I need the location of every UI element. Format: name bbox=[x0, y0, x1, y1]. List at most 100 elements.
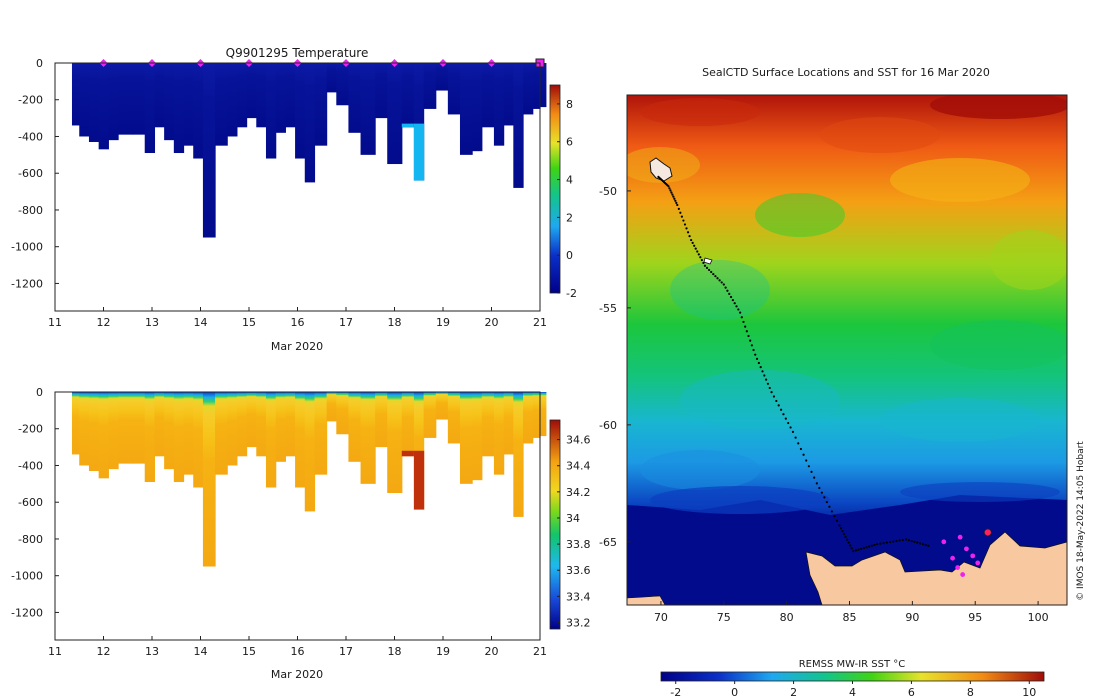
temperature-x-label: Mar 2020 bbox=[271, 340, 323, 353]
map-x-tick-label: 85 bbox=[843, 611, 857, 624]
track-dot bbox=[805, 459, 808, 462]
surface-location bbox=[957, 534, 963, 540]
track-dot bbox=[782, 413, 785, 416]
track-dot bbox=[682, 219, 685, 222]
track-dot bbox=[690, 238, 693, 242]
track-dot bbox=[731, 298, 734, 302]
salinity-x-ticks: 11 12 13 14 15 16 17 18 19 20 21 bbox=[48, 636, 547, 658]
track-dot bbox=[735, 305, 738, 308]
track-dot bbox=[913, 540, 916, 543]
track-dot bbox=[868, 545, 871, 548]
salinity-profile bbox=[132, 392, 146, 464]
map-x-tick-label: 90 bbox=[905, 611, 919, 624]
x-tick-label: 14 bbox=[194, 316, 208, 329]
salinity-profile bbox=[375, 392, 388, 448]
track-dot bbox=[750, 344, 753, 347]
map-y-tick-label: -55 bbox=[599, 302, 617, 315]
salinity-profile bbox=[98, 392, 109, 479]
temperature-profile bbox=[246, 63, 257, 119]
colorbar-tick-label: 33.4 bbox=[566, 590, 591, 603]
map-x-tick-label: 100 bbox=[1028, 611, 1049, 624]
track-dot bbox=[714, 275, 717, 278]
x-tick-label: 15 bbox=[242, 645, 256, 658]
latest-surface-location bbox=[983, 528, 992, 537]
colorbar-tick-label: 8 bbox=[566, 98, 573, 111]
track-dot bbox=[677, 207, 680, 210]
colorbar-tick-label: -2 bbox=[566, 287, 577, 300]
track-dot bbox=[921, 543, 924, 546]
map-x-tick-label: 75 bbox=[717, 611, 731, 624]
surface-location bbox=[970, 553, 976, 559]
track-dot bbox=[784, 417, 787, 420]
colorbar-tick-label: 33.2 bbox=[566, 616, 591, 629]
track-dot bbox=[854, 549, 858, 552]
x-tick-label: 20 bbox=[485, 645, 499, 658]
track-dot bbox=[904, 538, 908, 541]
surface-location bbox=[964, 546, 969, 552]
map-y-tick-label: -50 bbox=[599, 185, 617, 198]
track-dot bbox=[862, 546, 866, 550]
colorbar-tick-label: 34.6 bbox=[566, 434, 591, 447]
x-tick-label: 12 bbox=[97, 316, 111, 329]
track-dot bbox=[888, 540, 892, 544]
sst-colorbar-label: REMSS MW-IR SST °C bbox=[799, 659, 906, 670]
track-dot bbox=[742, 320, 745, 324]
sst-colorbar-ticks: -2 0 2 4 6 8 10 bbox=[670, 681, 1036, 699]
track-dot bbox=[740, 316, 743, 319]
track-dot bbox=[676, 203, 679, 207]
track-dot bbox=[787, 421, 790, 425]
salinity-profile bbox=[173, 392, 185, 483]
surface-location bbox=[950, 555, 955, 561]
surface-location bbox=[960, 572, 966, 577]
x-tick-label: 16 bbox=[291, 316, 305, 329]
track-dot bbox=[815, 482, 818, 485]
temperature-profile bbox=[326, 63, 337, 93]
track-dot bbox=[770, 391, 773, 394]
temperature-deep-warm bbox=[401, 123, 415, 128]
imos-credit: © IMOS 18-May-2022 14:05 Hobart bbox=[1076, 441, 1086, 601]
salinity-profile bbox=[304, 392, 316, 512]
track-dot bbox=[777, 404, 780, 407]
temperature-profile bbox=[265, 63, 277, 159]
temperature-profile bbox=[256, 63, 267, 128]
track-dot bbox=[918, 542, 922, 545]
temperature-profile bbox=[79, 63, 90, 137]
map-x-tick-label: 70 bbox=[654, 611, 668, 624]
track-dot bbox=[745, 330, 748, 333]
temperature-colorbar bbox=[549, 84, 561, 294]
map-x-tick-label: 95 bbox=[968, 611, 982, 624]
temperature-profile bbox=[98, 63, 109, 150]
temperature-profiles bbox=[71, 63, 547, 238]
track-dot bbox=[720, 281, 723, 284]
track-dot bbox=[733, 302, 736, 305]
salinity-profile bbox=[265, 392, 277, 488]
track-dot bbox=[674, 199, 677, 202]
track-dot bbox=[910, 539, 913, 543]
track-dot bbox=[766, 382, 770, 385]
salinity-profile bbox=[447, 392, 461, 444]
salinity-profile bbox=[183, 392, 194, 475]
track-dot bbox=[716, 277, 719, 280]
salinity-profile bbox=[493, 392, 505, 475]
track-dot bbox=[718, 279, 721, 282]
temperature-profile bbox=[493, 63, 505, 146]
track-dot bbox=[747, 334, 750, 338]
temperature-profile bbox=[236, 63, 248, 128]
track-dot bbox=[754, 353, 757, 356]
track-dot bbox=[702, 261, 705, 265]
track-dot bbox=[835, 519, 839, 522]
track-dot bbox=[670, 191, 673, 194]
track-dot bbox=[703, 264, 707, 267]
temperature-profile bbox=[108, 63, 119, 141]
track-dot bbox=[759, 366, 762, 369]
track-dot bbox=[722, 283, 725, 286]
track-dot bbox=[710, 270, 713, 274]
track-dot bbox=[857, 548, 860, 551]
y-tick-label: -200 bbox=[18, 94, 43, 107]
track-dot bbox=[807, 465, 810, 468]
salinity-profile bbox=[108, 392, 119, 470]
track-dot bbox=[728, 292, 731, 295]
track-dot bbox=[705, 266, 709, 269]
salinity-profile bbox=[348, 392, 362, 462]
track-dot bbox=[876, 543, 879, 546]
